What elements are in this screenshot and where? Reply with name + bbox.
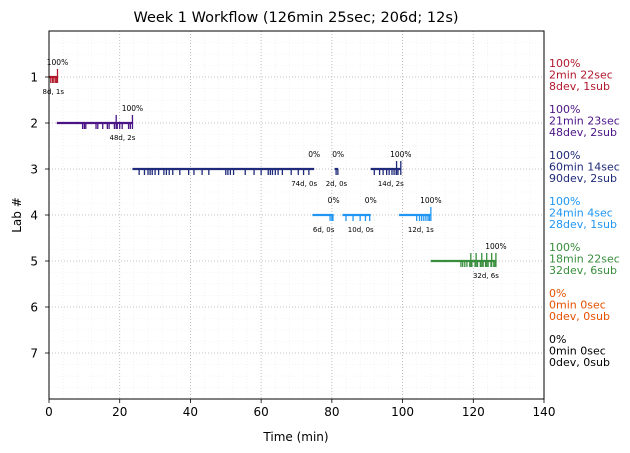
x-axis-label: Time (min) — [262, 430, 328, 444]
lane-summary-line: 100% — [549, 57, 580, 70]
y-tick-label: 7 — [30, 347, 38, 361]
y-tick-label: 6 — [30, 301, 38, 315]
x-tick-label: 100 — [391, 405, 414, 419]
lane-summary-line: 100% — [549, 195, 580, 208]
lane-summary-line: 0dev, 0sub — [549, 310, 610, 323]
x-tick-label: 120 — [462, 405, 485, 419]
lane-summary-line: 18min 22sec — [549, 253, 620, 266]
x-tick-label: 40 — [183, 405, 198, 419]
segment-label: 74d, 0s — [291, 180, 317, 188]
lane-summary-line: 0min 0sec — [549, 299, 606, 312]
lane-summary-line: 2min 22sec — [549, 69, 613, 82]
x-tick-label: 60 — [254, 405, 269, 419]
lane-summary-line: 8dev, 1sub — [549, 80, 610, 93]
lanes: 100% 8d, 1s 100% 48d, 2s 0% 74d, 0s 0% 2d, 0s 10… — [43, 58, 507, 280]
segment-label: 14d, 2s — [378, 180, 404, 188]
lane-summary-line: 100% — [549, 103, 580, 116]
segment-label: 10d, 0s — [348, 226, 374, 234]
segment-percent: 100% — [485, 242, 506, 251]
segment-label: 12d, 1s — [408, 226, 434, 234]
x-tick-label: 80 — [324, 405, 339, 419]
lane-summary-line: 60min 14sec — [549, 161, 620, 174]
lane-summary-line: 0min 0sec — [549, 345, 606, 358]
segment-label: 8d, 1s — [43, 88, 65, 96]
lane-summary-line: 0dev, 0sub — [549, 356, 610, 369]
segment-percent: 0% — [308, 150, 320, 159]
x-tick-label: 20 — [112, 405, 127, 419]
axis-ticks: 0 20 40 60 80 100 120 140 1 2 3 4 5 6 7 — [30, 71, 555, 420]
x-tick-label: 140 — [533, 405, 556, 419]
lane-summary-line: 0% — [549, 333, 566, 346]
segment-percent: 100% — [47, 58, 68, 67]
segment-label: 48d, 2s — [109, 134, 135, 142]
lane-summary-line: 32dev, 6sub — [549, 264, 617, 277]
lane-summary-line: 90dev, 2sub — [549, 172, 617, 185]
segment-label: 32d, 6s — [473, 272, 499, 280]
x-tick-label: 0 — [45, 405, 53, 419]
grid — [48, 31, 545, 399]
y-tick-label: 2 — [30, 117, 38, 131]
lane-summary-line: 24min 4sec — [549, 207, 613, 220]
segment-percent: 100% — [390, 150, 411, 159]
segment-percent: 100% — [420, 196, 441, 205]
lane-summary-line: 48dev, 2sub — [549, 126, 617, 139]
segment-percent: 0% — [328, 196, 340, 205]
y-tick-label: 5 — [30, 255, 38, 269]
lane-summary-line: 100% — [549, 149, 580, 162]
chart-title: Week 1 Workflow (126min 25sec; 206d; 12s… — [133, 10, 458, 26]
lane-summary-line: 21min 23sec — [549, 115, 620, 128]
lane-summary-line: 28dev, 1sub — [549, 218, 617, 231]
y-tick-label: 3 — [30, 163, 38, 177]
segment-percent: 100% — [122, 104, 143, 113]
y-tick-label: 4 — [30, 209, 38, 223]
segment-label: 6d, 0s — [313, 226, 335, 234]
lane-summary-line: 0% — [549, 287, 566, 300]
lane-summary-line: 100% — [549, 241, 580, 254]
y-tick-label: 1 — [30, 71, 38, 85]
segment-percent: 0% — [332, 150, 344, 159]
segment-label: 2d, 0s — [326, 180, 348, 188]
segment-percent: 0% — [365, 196, 377, 205]
y-axis-label: Lab # — [10, 197, 24, 233]
